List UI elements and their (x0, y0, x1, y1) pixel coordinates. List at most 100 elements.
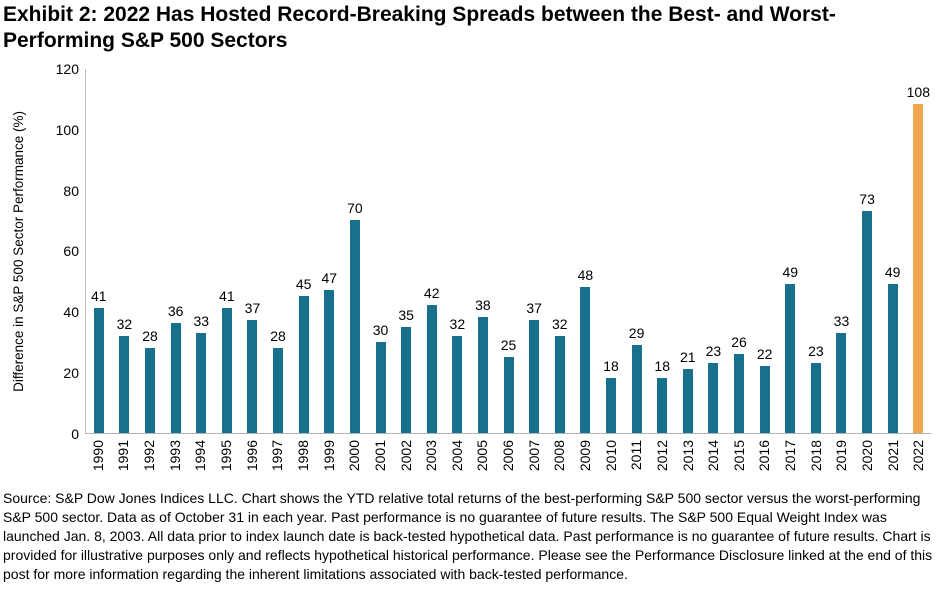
bar (836, 333, 847, 433)
bar-cell: 48 (573, 69, 599, 433)
bar-value-label: 49 (884, 264, 901, 280)
bar-cell: 35 (393, 69, 419, 433)
x-tick-label: 1997 (269, 440, 286, 472)
bar-value-label: 32 (551, 316, 568, 332)
x-tick-label: 2000 (346, 440, 363, 472)
x-tick: 2003 (418, 440, 444, 490)
bar-cell: 18 (649, 69, 675, 433)
x-tick-label: 1999 (320, 440, 337, 472)
bar (734, 354, 745, 433)
source-disclaimer: Source: S&P Dow Jones Indices LLC. Chart… (3, 490, 933, 582)
x-tick: 2015 (726, 440, 752, 490)
x-tick: 2017 (777, 440, 803, 490)
x-tick: 2000 (341, 440, 367, 490)
bar-cell: 70 (342, 69, 368, 433)
bar-value-label: 18 (603, 358, 619, 374)
page-title: Exhibit 2: 2022 Has Hosted Record-Breaki… (3, 3, 836, 52)
bar (247, 320, 258, 433)
bar-cell: 32 (445, 69, 471, 433)
bar-cell: 45 (291, 69, 317, 433)
x-tick: 1997 (264, 440, 290, 490)
bar-value-label: 70 (347, 200, 363, 216)
bar-cell: 47 (316, 69, 342, 433)
x-tick-label: 2021 (884, 440, 901, 472)
bar (196, 333, 207, 433)
bar (631, 345, 642, 433)
x-tick: 1996 (239, 440, 265, 490)
bar-value-label: 33 (833, 313, 850, 329)
bar (605, 378, 616, 433)
bar (913, 104, 924, 433)
bar (554, 336, 565, 433)
x-tick: 2002 (393, 440, 419, 490)
bar-value-label: 26 (731, 334, 747, 350)
y-tick-label: 60 (63, 243, 79, 259)
x-axis-tick-labels: 1990 1991 1992 1993 1994 1995 1996 1997 1998 1999… (85, 440, 931, 490)
x-tick-label: 1992 (141, 440, 158, 472)
bar-cell: 49 (777, 69, 803, 433)
y-tick-label: 80 (63, 183, 79, 199)
bar-cell: 49 (880, 69, 906, 433)
bar-cell: 29 (624, 69, 650, 433)
x-tick: 1990 (85, 440, 111, 490)
bar (452, 336, 463, 433)
y-tick-label: 120 (55, 61, 79, 77)
bar (503, 357, 514, 433)
bar-cell: 23 (803, 69, 829, 433)
x-tick: 2022 (906, 440, 932, 490)
bar (221, 308, 232, 433)
bar-cell: 33 (188, 69, 214, 433)
bar-value-label: 48 (577, 267, 594, 283)
x-tick-label: 1995 (218, 440, 235, 472)
bar-value-label: 18 (654, 358, 670, 374)
bar-value-label: 23 (705, 343, 722, 359)
x-tick-label: 2016 (756, 440, 773, 472)
bar-value-label: 32 (449, 316, 466, 332)
x-tick-label: 2013 (679, 440, 696, 472)
x-tick: 2016 (752, 440, 778, 490)
bar (682, 369, 693, 433)
x-tick-label: 2020 (859, 440, 876, 472)
bar-cell: 108 (906, 69, 932, 433)
bar (708, 363, 719, 433)
x-tick-label: 2015 (730, 440, 747, 472)
x-tick: 2013 (675, 440, 701, 490)
bar (426, 305, 437, 433)
bar (580, 287, 591, 433)
x-tick: 1999 (316, 440, 342, 490)
x-tick-label: 2017 (782, 440, 799, 472)
x-tick-label: 2014 (705, 440, 722, 472)
bar-cell: 32 (112, 69, 138, 433)
x-tick: 2021 (880, 440, 906, 490)
x-tick: 2019 (829, 440, 855, 490)
x-tick-label: 2005 (474, 440, 491, 472)
x-tick-label: 2019 (833, 440, 850, 472)
x-tick: 2004 (444, 440, 470, 490)
x-tick: 2005 (470, 440, 496, 490)
bar-value-label: 41 (91, 288, 107, 304)
bar-cell: 28 (265, 69, 291, 433)
bar-cell: 25 (496, 69, 522, 433)
bar-chart: Difference in S&P 500 Sector Performance… (11, 61, 932, 490)
bar (529, 320, 540, 433)
x-tick-label: 2012 (653, 440, 670, 472)
x-tick-label: 1998 (294, 440, 311, 472)
bar (375, 342, 386, 433)
x-tick-label: 2002 (397, 440, 414, 472)
bar-cell: 36 (163, 69, 189, 433)
bar-value-label: 25 (500, 337, 517, 353)
x-tick: 2018 (803, 440, 829, 490)
bar-cell: 23 (701, 69, 727, 433)
bar (145, 348, 156, 433)
y-tick-label: 100 (55, 122, 79, 138)
bar (477, 317, 488, 433)
x-tick: 1994 (188, 440, 214, 490)
x-tick-label: 2003 (423, 440, 440, 472)
x-tick-label: 2008 (551, 440, 568, 472)
x-tick-label: 2010 (602, 440, 619, 472)
bar (785, 284, 796, 433)
bar-value-label: 45 (295, 276, 312, 292)
bar-cell: 37 (240, 69, 266, 433)
bar (862, 211, 873, 433)
bar-cell: 37 (521, 69, 547, 433)
